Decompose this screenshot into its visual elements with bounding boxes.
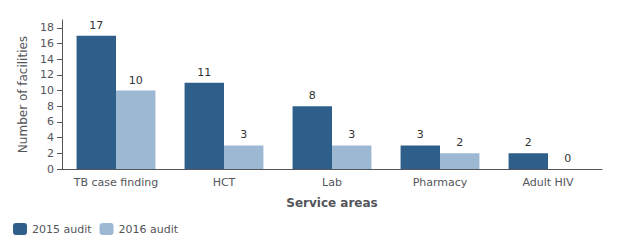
svg-text:Service areas: Service areas [286,196,377,210]
svg-text:Number of facilities: Number of facilities [16,36,30,153]
svg-text:2015 audit: 2015 audit [32,223,92,236]
svg-text:HCT: HCT [213,176,236,189]
svg-text:14: 14 [40,53,54,66]
svg-text:8: 8 [47,100,54,113]
svg-text:16: 16 [40,37,54,50]
svg-text:8: 8 [309,89,316,102]
svg-text:6: 6 [47,115,54,128]
svg-text:0: 0 [564,152,571,165]
svg-text:3: 3 [348,128,355,141]
svg-text:2: 2 [47,147,54,160]
svg-text:17: 17 [89,19,103,32]
svg-text:11: 11 [197,66,211,79]
svg-text:4: 4 [47,131,54,144]
svg-text:0: 0 [47,163,54,176]
svg-text:Adult HIV: Adult HIV [522,176,574,189]
svg-text:TB case finding: TB case finding [73,176,158,189]
svg-text:2: 2 [525,136,532,149]
svg-text:12: 12 [40,68,54,81]
svg-text:10: 10 [40,84,54,97]
svg-text:3: 3 [417,128,424,141]
svg-text:2016 audit: 2016 audit [119,223,179,236]
svg-text:18: 18 [40,21,54,34]
svg-text:3: 3 [240,128,247,141]
svg-text:2: 2 [456,136,463,149]
svg-text:Lab: Lab [322,176,342,189]
svg-text:10: 10 [129,74,143,87]
svg-text:Pharmacy: Pharmacy [413,176,468,189]
